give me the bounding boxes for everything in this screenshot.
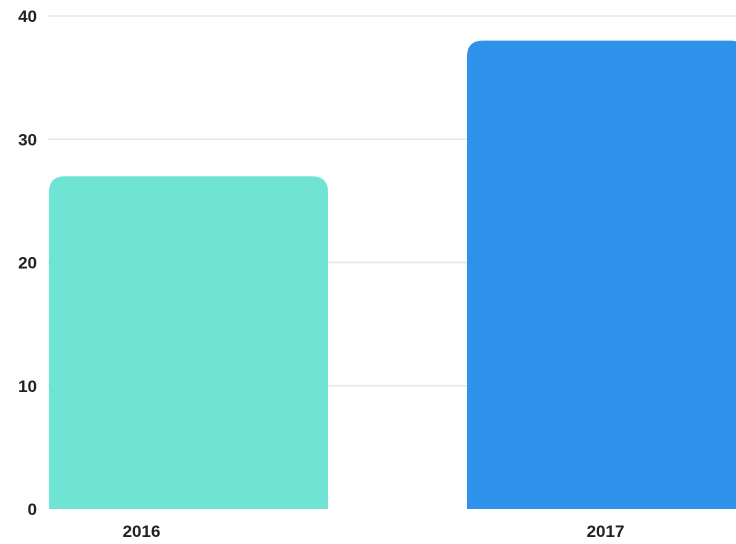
bar-2017 bbox=[467, 40, 736, 509]
y-axis-ticks: 0 10 20 30 40 bbox=[18, 7, 37, 519]
y-tick-label-40: 40 bbox=[18, 7, 37, 26]
x-tick-label-2016: 2016 bbox=[123, 522, 161, 541]
x-axis-ticks: 2016 2017 bbox=[123, 522, 625, 541]
bars bbox=[49, 40, 736, 509]
y-tick-label-30: 30 bbox=[18, 130, 37, 149]
x-tick-label-2017: 2017 bbox=[587, 522, 625, 541]
y-tick-label-20: 20 bbox=[18, 254, 37, 273]
bar-2016 bbox=[49, 176, 328, 509]
y-tick-label-10: 10 bbox=[18, 377, 37, 396]
y-tick-label-0: 0 bbox=[28, 500, 37, 519]
